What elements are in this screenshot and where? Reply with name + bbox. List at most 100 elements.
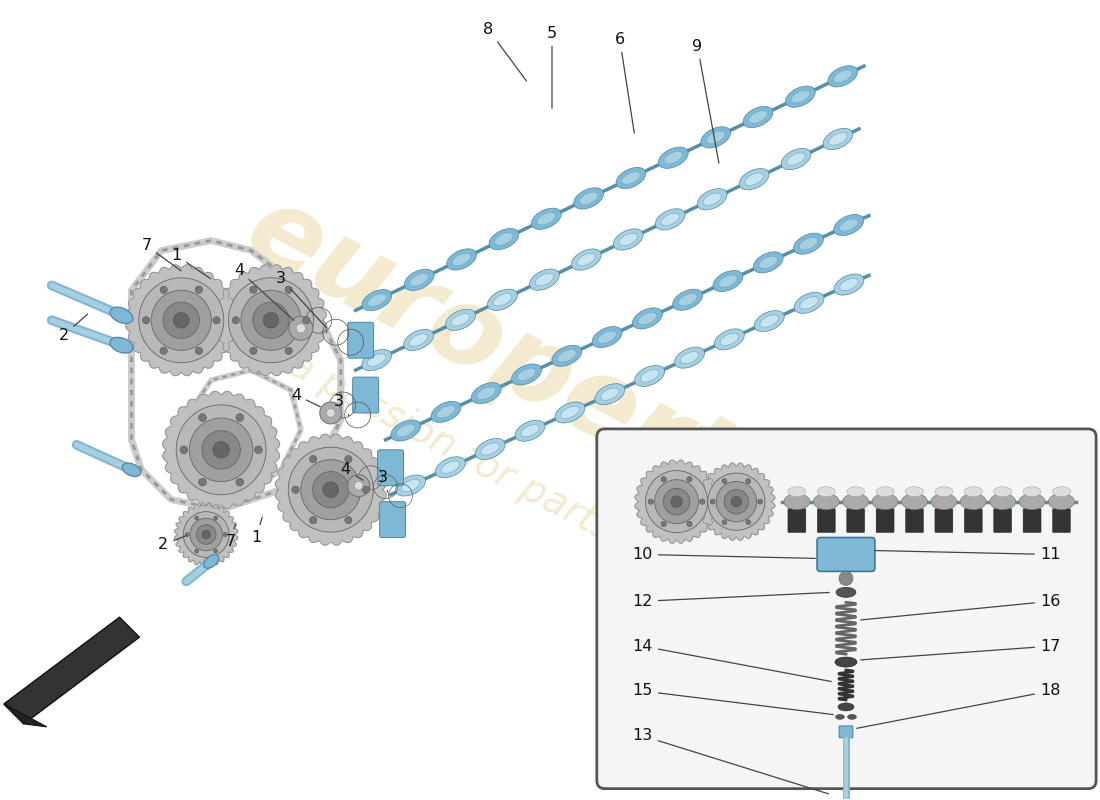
- Circle shape: [213, 317, 220, 324]
- Circle shape: [661, 522, 667, 526]
- Circle shape: [344, 517, 352, 524]
- Circle shape: [235, 414, 243, 422]
- Ellipse shape: [659, 147, 689, 168]
- Circle shape: [686, 522, 692, 526]
- Circle shape: [235, 478, 243, 486]
- Ellipse shape: [679, 294, 697, 306]
- Circle shape: [223, 533, 227, 537]
- Polygon shape: [697, 463, 775, 540]
- Text: 4: 4: [290, 387, 320, 406]
- Ellipse shape: [838, 703, 854, 711]
- Ellipse shape: [902, 494, 927, 510]
- Ellipse shape: [744, 106, 773, 128]
- FancyBboxPatch shape: [597, 429, 1096, 789]
- Ellipse shape: [1053, 486, 1070, 497]
- Text: 1: 1: [172, 248, 211, 279]
- Ellipse shape: [640, 370, 659, 382]
- Circle shape: [213, 516, 218, 520]
- Ellipse shape: [556, 402, 585, 423]
- Ellipse shape: [477, 387, 495, 399]
- Circle shape: [312, 471, 349, 508]
- Ellipse shape: [441, 461, 460, 474]
- Ellipse shape: [529, 269, 559, 290]
- Ellipse shape: [396, 424, 415, 437]
- Ellipse shape: [935, 486, 953, 497]
- Ellipse shape: [574, 188, 604, 209]
- Circle shape: [707, 473, 764, 530]
- Ellipse shape: [784, 494, 810, 510]
- Ellipse shape: [621, 172, 640, 184]
- Circle shape: [195, 516, 199, 520]
- Ellipse shape: [835, 657, 857, 667]
- Circle shape: [254, 446, 262, 454]
- Ellipse shape: [749, 110, 768, 123]
- Ellipse shape: [828, 66, 858, 87]
- Circle shape: [700, 499, 705, 504]
- Circle shape: [654, 480, 698, 524]
- Text: 17: 17: [860, 638, 1060, 660]
- Ellipse shape: [437, 406, 455, 418]
- FancyBboxPatch shape: [993, 509, 1012, 533]
- Circle shape: [196, 286, 202, 294]
- Text: 11: 11: [874, 547, 1060, 562]
- Text: 3: 3: [276, 271, 327, 328]
- Circle shape: [202, 530, 210, 538]
- Circle shape: [174, 313, 189, 328]
- Ellipse shape: [965, 486, 982, 497]
- Text: 3: 3: [333, 394, 349, 416]
- Ellipse shape: [1048, 494, 1075, 510]
- Ellipse shape: [834, 274, 864, 295]
- Ellipse shape: [204, 554, 219, 568]
- Ellipse shape: [110, 338, 133, 353]
- Ellipse shape: [410, 274, 428, 286]
- Circle shape: [163, 302, 199, 338]
- Ellipse shape: [362, 290, 392, 310]
- Ellipse shape: [436, 457, 465, 478]
- Circle shape: [732, 497, 741, 507]
- Circle shape: [661, 477, 667, 482]
- Circle shape: [722, 478, 727, 483]
- Ellipse shape: [362, 350, 392, 370]
- Ellipse shape: [495, 233, 513, 246]
- FancyBboxPatch shape: [876, 509, 894, 533]
- Ellipse shape: [638, 312, 657, 325]
- Ellipse shape: [754, 252, 783, 273]
- Ellipse shape: [836, 587, 856, 598]
- Ellipse shape: [785, 86, 815, 107]
- Ellipse shape: [396, 475, 426, 496]
- Ellipse shape: [515, 420, 544, 442]
- Circle shape: [722, 520, 727, 525]
- Circle shape: [195, 549, 199, 553]
- Circle shape: [746, 478, 750, 483]
- Ellipse shape: [706, 131, 725, 144]
- Circle shape: [663, 488, 690, 515]
- Ellipse shape: [656, 209, 685, 230]
- Ellipse shape: [739, 169, 769, 190]
- Ellipse shape: [367, 354, 386, 366]
- Text: 4: 4: [234, 263, 294, 320]
- Ellipse shape: [601, 388, 619, 400]
- Ellipse shape: [823, 128, 852, 150]
- Circle shape: [229, 278, 314, 362]
- Text: 18: 18: [857, 683, 1060, 728]
- Ellipse shape: [759, 256, 778, 269]
- Ellipse shape: [720, 334, 739, 346]
- FancyBboxPatch shape: [847, 509, 865, 533]
- Circle shape: [302, 317, 310, 324]
- Circle shape: [176, 405, 266, 494]
- Text: 6: 6: [615, 32, 635, 133]
- Circle shape: [711, 499, 715, 504]
- FancyBboxPatch shape: [377, 450, 404, 486]
- Ellipse shape: [664, 151, 683, 164]
- Circle shape: [139, 278, 223, 362]
- Text: europertes: europertes: [228, 175, 872, 585]
- Ellipse shape: [487, 289, 517, 310]
- Ellipse shape: [876, 486, 894, 497]
- Text: 15: 15: [632, 683, 833, 714]
- Ellipse shape: [367, 294, 386, 306]
- Circle shape: [285, 347, 293, 354]
- Ellipse shape: [847, 714, 857, 719]
- Ellipse shape: [843, 494, 869, 510]
- Ellipse shape: [431, 402, 461, 422]
- Circle shape: [190, 518, 222, 550]
